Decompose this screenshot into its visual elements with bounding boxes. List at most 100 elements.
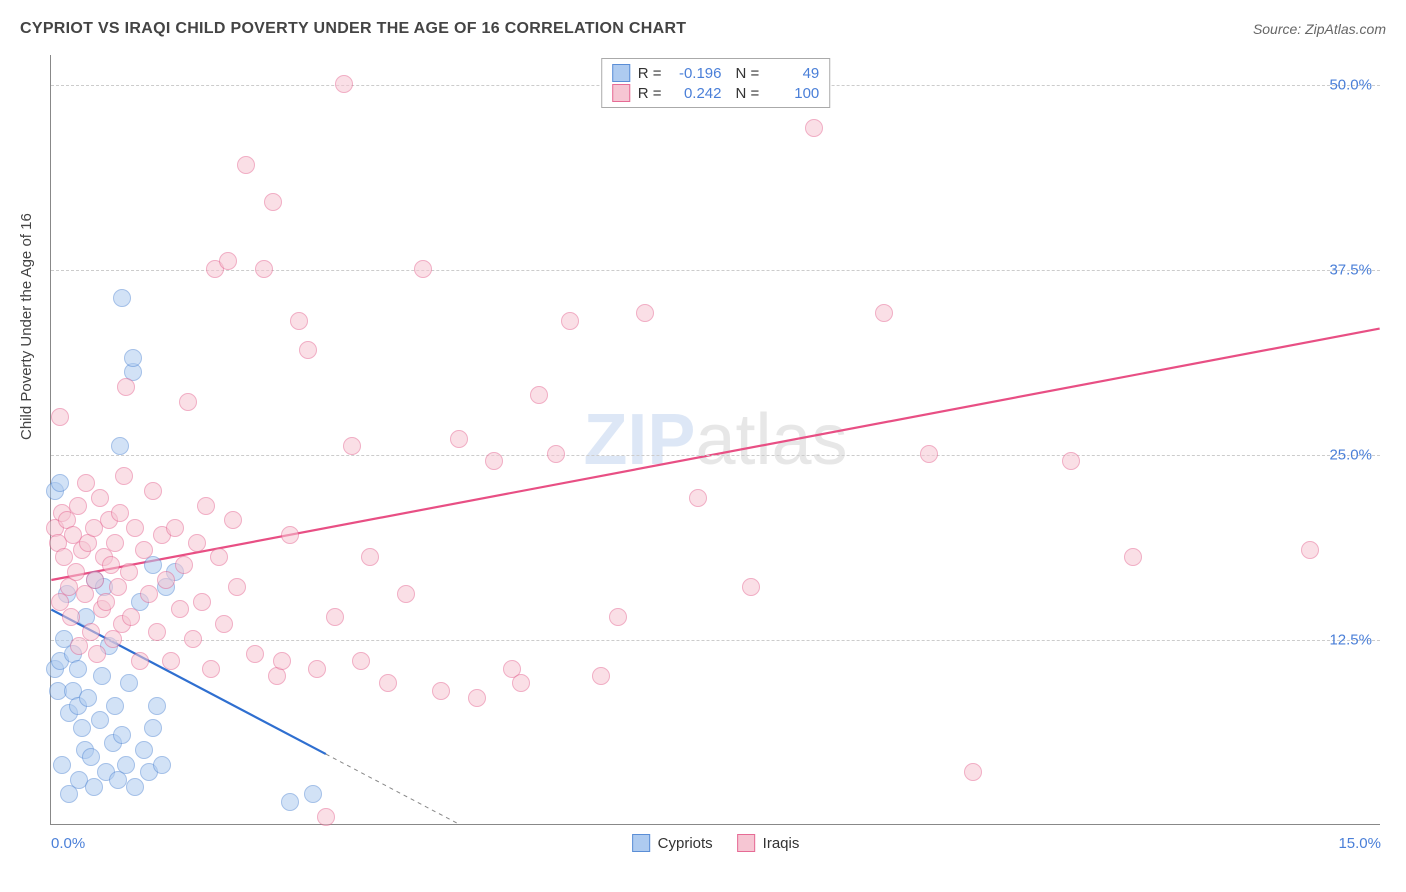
data-point bbox=[188, 534, 206, 552]
data-point bbox=[88, 645, 106, 663]
data-point bbox=[51, 474, 69, 492]
legend-series-label: Cypriots bbox=[658, 835, 713, 852]
data-point bbox=[468, 689, 486, 707]
gridline bbox=[51, 640, 1380, 641]
data-point bbox=[561, 312, 579, 330]
data-point bbox=[126, 519, 144, 537]
chart-header: CYPRIOT VS IRAQI CHILD POVERTY UNDER THE… bbox=[20, 20, 1386, 38]
data-point bbox=[202, 660, 220, 678]
data-point bbox=[1124, 548, 1142, 566]
data-point bbox=[111, 504, 129, 522]
data-point bbox=[70, 637, 88, 655]
data-point bbox=[299, 341, 317, 359]
data-point bbox=[317, 808, 335, 826]
data-point bbox=[237, 156, 255, 174]
data-point bbox=[219, 252, 237, 270]
correlation-legend: R =-0.196N =49R =0.242N =100 bbox=[601, 58, 831, 108]
data-point bbox=[122, 608, 140, 626]
legend-r-label: R = bbox=[638, 85, 662, 102]
data-point bbox=[875, 304, 893, 322]
legend-correlation-row: R =0.242N =100 bbox=[612, 83, 820, 103]
data-point bbox=[432, 682, 450, 700]
data-point bbox=[115, 467, 133, 485]
data-point bbox=[246, 645, 264, 663]
legend-swatch bbox=[737, 834, 755, 852]
data-point bbox=[175, 556, 193, 574]
data-point bbox=[144, 482, 162, 500]
data-point bbox=[920, 445, 938, 463]
data-point bbox=[361, 548, 379, 566]
data-point bbox=[397, 585, 415, 603]
data-point bbox=[255, 260, 273, 278]
data-point bbox=[53, 756, 71, 774]
gridline bbox=[51, 455, 1380, 456]
data-point bbox=[113, 726, 131, 744]
data-point bbox=[126, 778, 144, 796]
data-point bbox=[85, 778, 103, 796]
data-point bbox=[343, 437, 361, 455]
series-legend: Cypriots Iraqis bbox=[632, 834, 800, 852]
data-point bbox=[77, 474, 95, 492]
data-point bbox=[352, 652, 370, 670]
data-point bbox=[82, 748, 100, 766]
data-point bbox=[69, 497, 87, 515]
data-point bbox=[281, 793, 299, 811]
legend-series-item: Cypriots bbox=[632, 834, 713, 852]
data-point bbox=[93, 667, 111, 685]
data-point bbox=[120, 563, 138, 581]
data-point bbox=[79, 689, 97, 707]
legend-r-value: -0.196 bbox=[670, 65, 722, 82]
data-point bbox=[210, 548, 228, 566]
data-point bbox=[1301, 541, 1319, 559]
data-point bbox=[273, 652, 291, 670]
watermark: ZIPatlas bbox=[583, 399, 847, 481]
data-point bbox=[485, 452, 503, 470]
data-point bbox=[547, 445, 565, 463]
data-point bbox=[450, 430, 468, 448]
data-point bbox=[414, 260, 432, 278]
legend-swatch bbox=[612, 64, 630, 82]
data-point bbox=[157, 571, 175, 589]
data-point bbox=[135, 541, 153, 559]
data-point bbox=[91, 489, 109, 507]
data-point bbox=[805, 119, 823, 137]
data-point bbox=[106, 697, 124, 715]
data-point bbox=[86, 571, 104, 589]
legend-n-label: N = bbox=[736, 85, 760, 102]
data-point bbox=[193, 593, 211, 611]
data-point bbox=[76, 585, 94, 603]
x-tick-label: 15.0% bbox=[1338, 835, 1381, 852]
legend-series-label: Iraqis bbox=[763, 835, 800, 852]
watermark-part2: atlas bbox=[695, 400, 847, 480]
data-point bbox=[228, 578, 246, 596]
data-point bbox=[964, 763, 982, 781]
data-point bbox=[171, 600, 189, 618]
data-point bbox=[1062, 452, 1080, 470]
source-name: ZipAtlas.com bbox=[1305, 21, 1386, 37]
data-point bbox=[82, 623, 100, 641]
data-point bbox=[215, 615, 233, 633]
data-point bbox=[281, 526, 299, 544]
data-point bbox=[106, 534, 124, 552]
data-point bbox=[67, 563, 85, 581]
data-point bbox=[264, 193, 282, 211]
data-point bbox=[326, 608, 344, 626]
data-point bbox=[290, 312, 308, 330]
data-point bbox=[148, 623, 166, 641]
data-point bbox=[120, 674, 138, 692]
legend-r-label: R = bbox=[638, 65, 662, 82]
data-point bbox=[117, 378, 135, 396]
data-point bbox=[111, 437, 129, 455]
data-point bbox=[60, 785, 78, 803]
data-point bbox=[102, 556, 120, 574]
data-point bbox=[124, 349, 142, 367]
data-point bbox=[97, 593, 115, 611]
data-point bbox=[51, 408, 69, 426]
data-point bbox=[379, 674, 397, 692]
data-point bbox=[592, 667, 610, 685]
data-point bbox=[62, 608, 80, 626]
data-point bbox=[742, 578, 760, 596]
legend-swatch bbox=[612, 84, 630, 102]
data-point bbox=[69, 660, 87, 678]
chart-source: Source: ZipAtlas.com bbox=[1253, 21, 1386, 37]
